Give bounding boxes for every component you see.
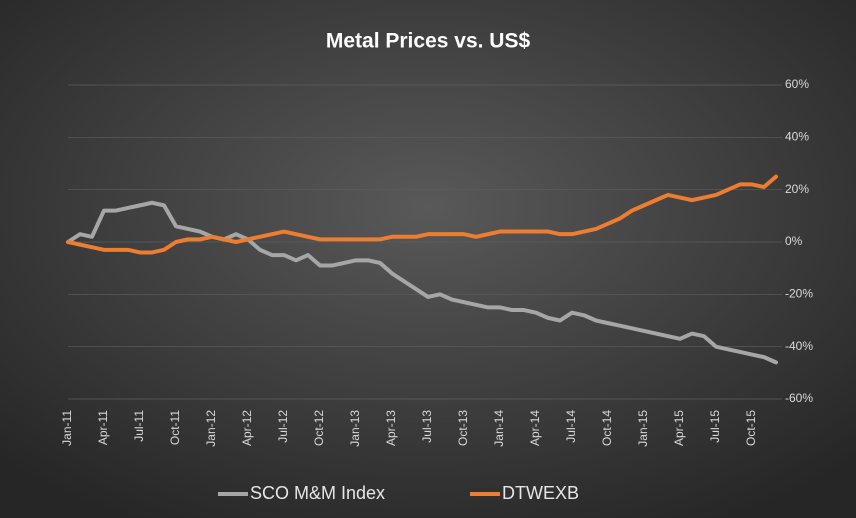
- x-tick-label: Oct-12: [312, 410, 326, 446]
- legend-label: SCO M&M Index: [250, 483, 385, 503]
- x-tick-label: Jan-13: [348, 410, 362, 447]
- x-tick-label: Jul-11: [132, 410, 146, 442]
- x-tick-label: Jul-12: [276, 410, 290, 443]
- y-tick-label: -40%: [785, 339, 813, 353]
- x-tick-label: Apr-14: [528, 410, 542, 446]
- x-tick-label: Jul-13: [420, 410, 434, 443]
- x-tick-label: Oct-15: [744, 410, 758, 446]
- x-tick-label: Jul-14: [564, 410, 578, 443]
- x-tick-label: Jan-11: [60, 410, 74, 446]
- x-tick-label: Apr-15: [672, 410, 686, 446]
- y-tick-label: 60%: [785, 77, 809, 91]
- line-series: [66, 174, 778, 255]
- y-tick-label: -60%: [785, 391, 813, 405]
- x-tick-label: Oct-11: [168, 410, 182, 445]
- x-tick-label: Apr-11: [96, 410, 110, 445]
- x-tick-label: Oct-13: [456, 410, 470, 446]
- x-tick-label: Apr-12: [240, 410, 254, 446]
- x-tick-label: Apr-13: [384, 410, 398, 446]
- x-tick-label: Jul-15: [708, 410, 722, 443]
- y-tick-label: 0%: [785, 234, 803, 248]
- y-tick-label: 40%: [785, 130, 809, 144]
- x-tick-label: Jan-12: [204, 410, 218, 447]
- y-tick-label: -20%: [785, 287, 813, 301]
- legend-label: DTWEXB: [502, 483, 579, 503]
- line-series: [66, 200, 778, 365]
- chart-title: Metal Prices vs. US$: [326, 30, 531, 53]
- x-tick-label: Jan-15: [636, 410, 650, 447]
- x-tick-label: Jan-14: [492, 410, 506, 447]
- x-tick-label: Oct-14: [600, 410, 614, 446]
- y-tick-label: 20%: [785, 182, 809, 196]
